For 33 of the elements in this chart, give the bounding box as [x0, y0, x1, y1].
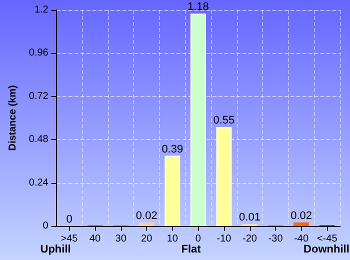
x-tick-label: -40 — [294, 234, 309, 244]
y-axis-title: Distance (km) — [8, 85, 18, 151]
bar — [216, 127, 232, 226]
y-tick-label: 1.2 — [34, 4, 49, 16]
text: Uphill — [40, 244, 71, 256]
x-tick-label: 30 — [115, 234, 127, 244]
text: Flat — [181, 244, 202, 256]
x-tick-label: >45 — [60, 234, 78, 244]
data-label: 0.55 — [213, 114, 235, 126]
y-tick-label: 0.72 — [28, 90, 49, 102]
bar — [138, 222, 154, 226]
x-tick-label: 20 — [141, 234, 153, 244]
x-tick-label: 10 — [166, 234, 178, 244]
x-tick-label: -10 — [216, 234, 232, 244]
x-tick-label: <-45 — [316, 234, 338, 244]
data-label: 0.02 — [136, 210, 158, 222]
bar — [294, 222, 310, 226]
x-tick-label: -30 — [268, 234, 284, 244]
data-label: 1.18 — [187, 1, 209, 14]
x-tick-label: -20 — [242, 234, 258, 244]
data-label: 0 — [66, 214, 72, 226]
y-tick-label: 0.48 — [28, 134, 49, 146]
x-tick-label: 40 — [89, 234, 102, 244]
y-tick-label: 0.96 — [28, 48, 49, 59]
bar — [190, 14, 206, 226]
x-tick-label: 0 — [195, 234, 202, 244]
y-tick-label: 0 — [42, 220, 49, 232]
bar — [164, 156, 180, 226]
y-tick-label: 0.24 — [28, 177, 49, 188]
text: Downhill — [304, 244, 350, 256]
data-label: 0.39 — [162, 143, 184, 156]
data-label: 0.02 — [290, 210, 312, 222]
data-label: 0.01 — [239, 212, 260, 224]
